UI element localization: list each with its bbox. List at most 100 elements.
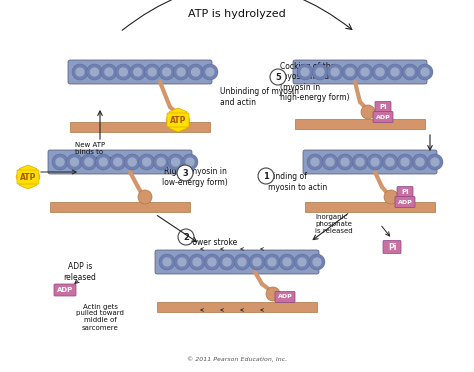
Circle shape — [249, 254, 265, 270]
Circle shape — [326, 158, 334, 166]
Circle shape — [134, 68, 142, 76]
Circle shape — [157, 158, 165, 166]
FancyBboxPatch shape — [383, 241, 401, 253]
Circle shape — [279, 254, 295, 270]
FancyBboxPatch shape — [167, 113, 189, 127]
Circle shape — [159, 254, 175, 270]
Polygon shape — [16, 165, 40, 189]
Circle shape — [331, 68, 339, 76]
Bar — [295, 119, 425, 129]
Circle shape — [341, 158, 349, 166]
Circle shape — [114, 158, 122, 166]
Circle shape — [270, 69, 286, 85]
Circle shape — [361, 105, 375, 119]
Circle shape — [124, 154, 140, 170]
Circle shape — [186, 158, 194, 166]
Circle shape — [309, 254, 325, 270]
Circle shape — [301, 68, 309, 76]
Circle shape — [208, 258, 216, 266]
Circle shape — [297, 64, 313, 80]
Circle shape — [346, 68, 354, 76]
Bar — [305, 202, 435, 212]
Circle shape — [182, 154, 198, 170]
Text: ATP: ATP — [170, 115, 186, 125]
Circle shape — [219, 254, 235, 270]
Text: Cocking of the
myosin head
(myosin in
high-energy form): Cocking of the myosin head (myosin in hi… — [280, 62, 349, 102]
Circle shape — [159, 64, 174, 80]
Circle shape — [427, 154, 443, 170]
Circle shape — [115, 64, 131, 80]
Text: 2: 2 — [183, 232, 189, 241]
Bar — [70, 122, 210, 132]
Circle shape — [357, 64, 373, 80]
Circle shape — [361, 68, 369, 76]
Circle shape — [311, 158, 319, 166]
FancyArrowPatch shape — [122, 0, 352, 30]
FancyBboxPatch shape — [48, 150, 192, 174]
Circle shape — [401, 158, 409, 166]
Circle shape — [193, 258, 201, 266]
Text: Pi: Pi — [379, 104, 387, 110]
Circle shape — [144, 64, 160, 80]
Text: ADP: ADP — [375, 115, 391, 119]
Circle shape — [100, 158, 107, 166]
Circle shape — [312, 64, 328, 80]
Circle shape — [384, 190, 398, 204]
Circle shape — [298, 258, 306, 266]
Text: ADP is
released: ADP is released — [64, 262, 96, 282]
Circle shape — [294, 254, 310, 270]
FancyBboxPatch shape — [293, 60, 427, 84]
Circle shape — [417, 64, 433, 80]
Circle shape — [202, 64, 218, 80]
Circle shape — [52, 154, 68, 170]
Circle shape — [397, 154, 413, 170]
Circle shape — [382, 154, 398, 170]
Circle shape — [91, 68, 99, 76]
Circle shape — [412, 154, 428, 170]
Text: New ATP
binds to
myosin head: New ATP binds to myosin head — [75, 142, 120, 162]
Circle shape — [421, 68, 429, 76]
Circle shape — [119, 68, 128, 76]
Circle shape — [253, 258, 261, 266]
Circle shape — [268, 258, 276, 266]
Circle shape — [177, 165, 193, 181]
Circle shape — [283, 258, 291, 266]
Circle shape — [167, 154, 183, 170]
Circle shape — [86, 64, 102, 80]
Circle shape — [188, 64, 203, 80]
Text: 5: 5 — [275, 73, 281, 81]
Circle shape — [139, 154, 155, 170]
Circle shape — [307, 154, 323, 170]
Circle shape — [313, 258, 321, 266]
Text: ATP: ATP — [20, 173, 36, 182]
Circle shape — [371, 158, 379, 166]
Circle shape — [128, 158, 136, 166]
Text: Pi: Pi — [401, 189, 409, 195]
Circle shape — [174, 254, 190, 270]
FancyBboxPatch shape — [397, 186, 413, 198]
Circle shape — [416, 158, 424, 166]
Circle shape — [191, 68, 200, 76]
Circle shape — [352, 154, 368, 170]
Circle shape — [327, 64, 343, 80]
Circle shape — [402, 64, 418, 80]
Circle shape — [204, 254, 220, 270]
Text: ADP: ADP — [57, 287, 73, 293]
Bar — [157, 302, 317, 312]
FancyBboxPatch shape — [373, 112, 393, 122]
Circle shape — [143, 158, 151, 166]
Circle shape — [56, 158, 64, 166]
Text: ADP: ADP — [398, 199, 412, 205]
FancyBboxPatch shape — [68, 60, 212, 84]
Circle shape — [189, 254, 205, 270]
Circle shape — [322, 154, 338, 170]
Circle shape — [76, 68, 84, 76]
Circle shape — [71, 158, 78, 166]
Text: Unbinding of myosin
and actin: Unbinding of myosin and actin — [220, 87, 299, 107]
Circle shape — [316, 68, 324, 76]
Circle shape — [391, 68, 399, 76]
FancyBboxPatch shape — [375, 102, 391, 112]
Circle shape — [337, 154, 353, 170]
Circle shape — [223, 258, 231, 266]
Circle shape — [177, 68, 185, 76]
